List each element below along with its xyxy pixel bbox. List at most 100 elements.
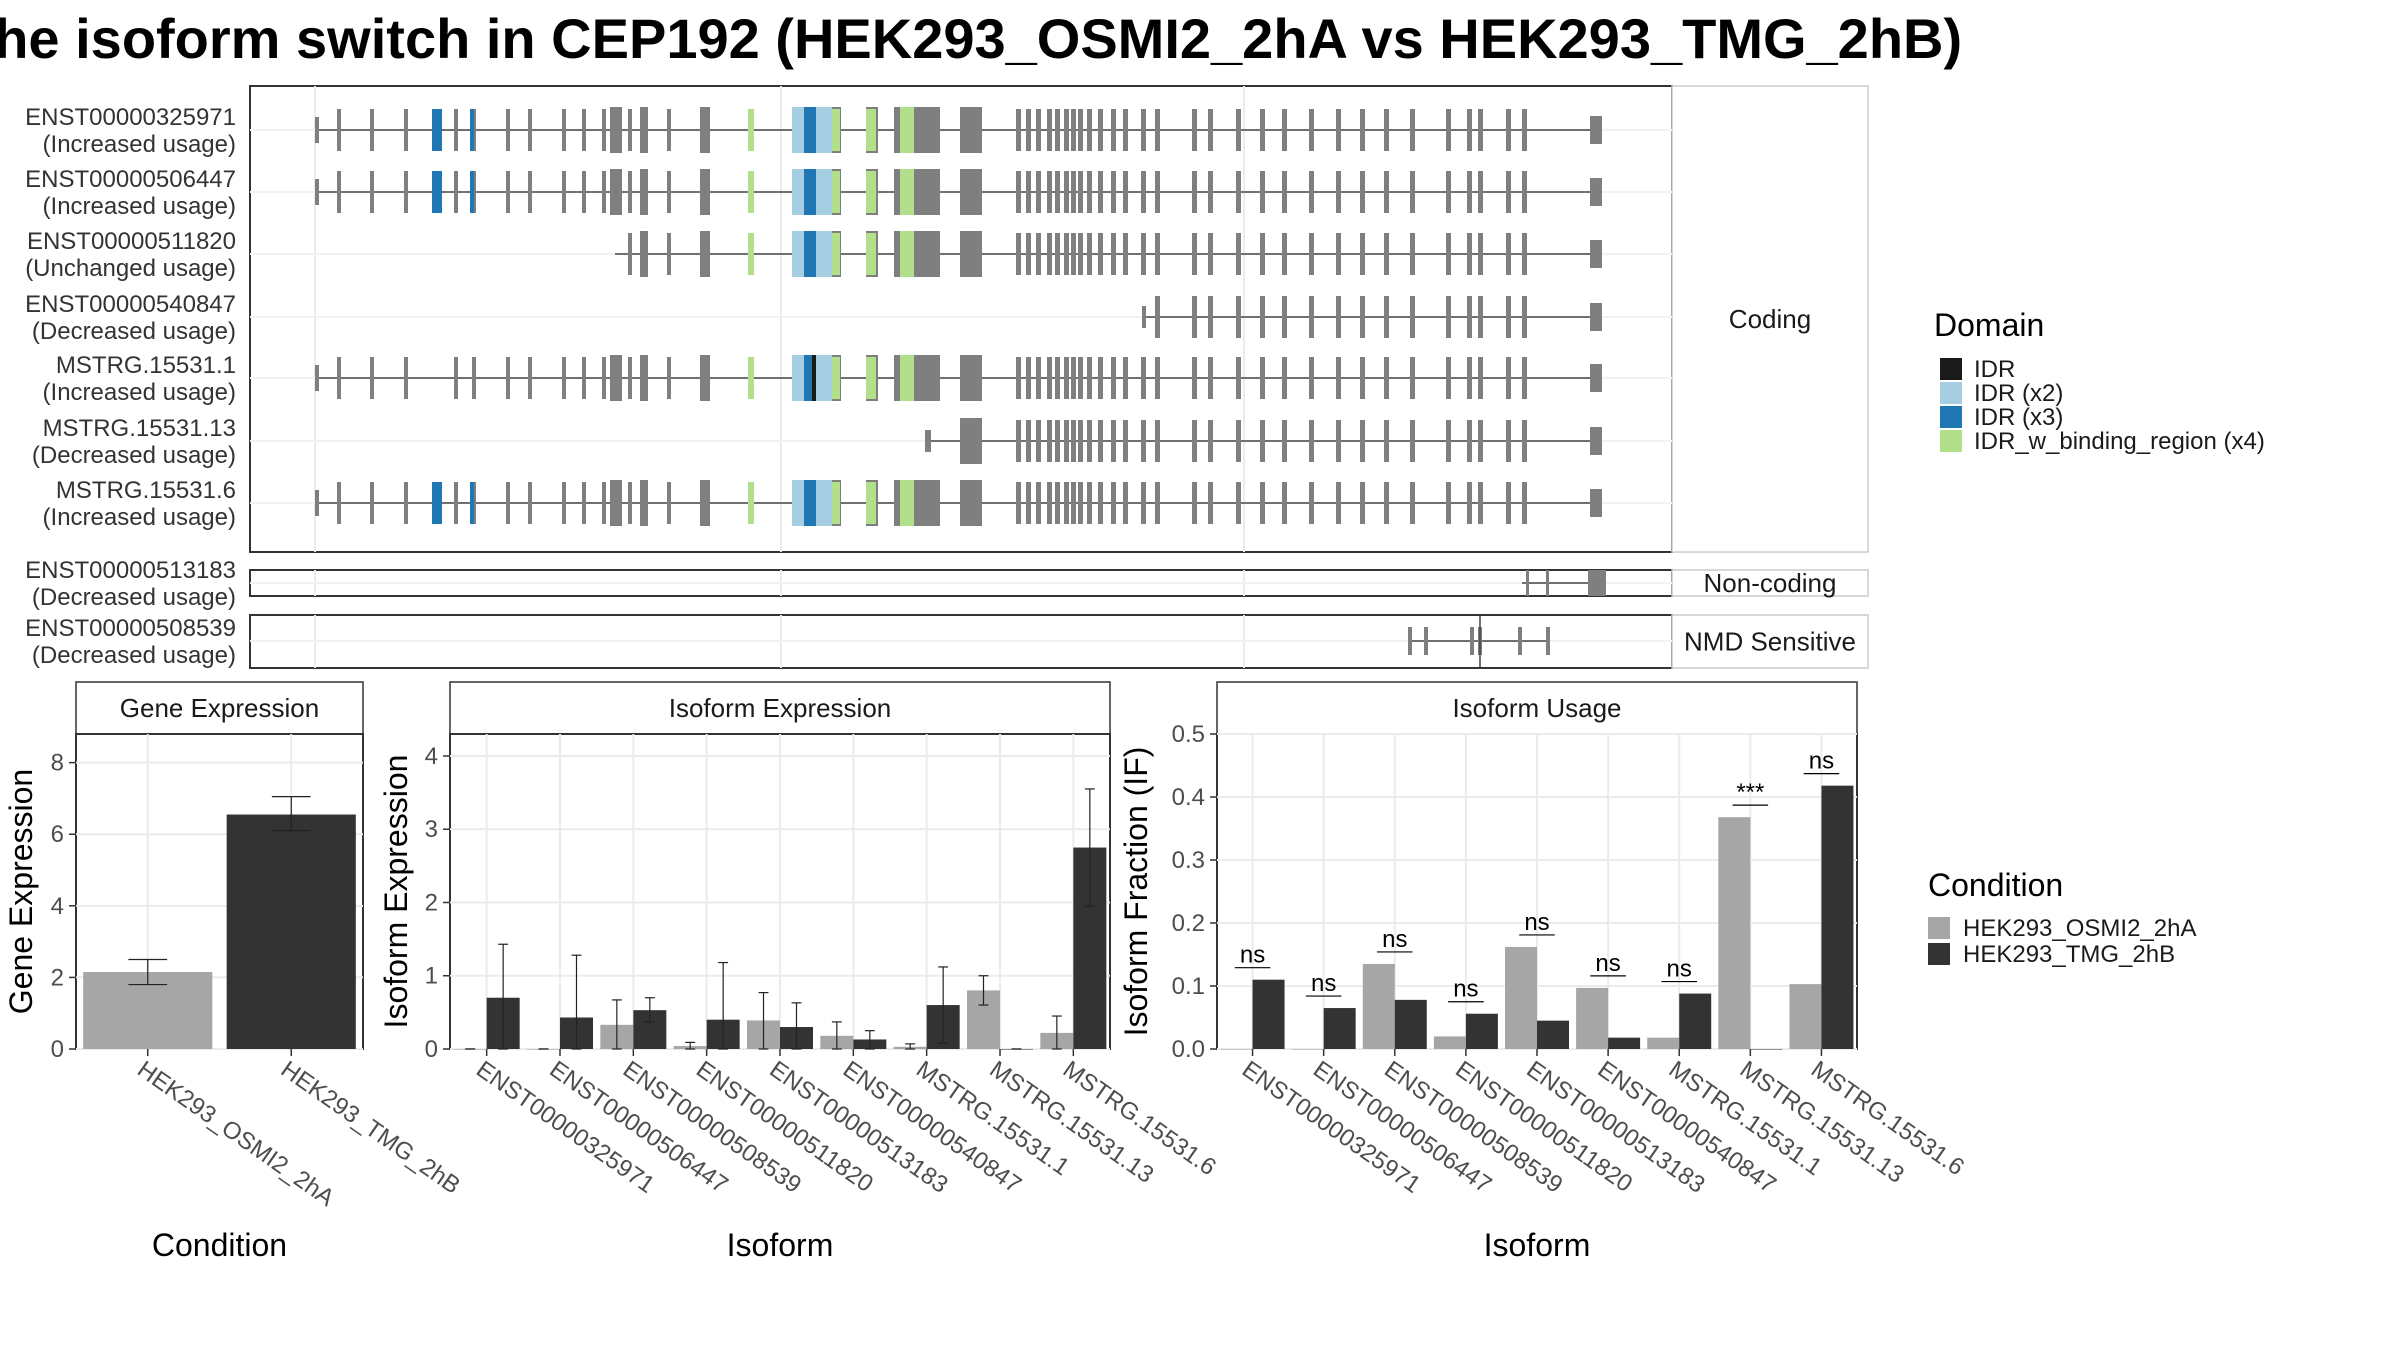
gene-expression-chart: Gene Expression02468HEK293_OSMI2_2hAHEK2… (3, 681, 465, 1263)
exon-block (1467, 109, 1472, 151)
exon-block (602, 171, 606, 213)
exon-block (832, 171, 840, 213)
exon-block (1141, 109, 1146, 151)
exon-block (1155, 357, 1160, 399)
exon-block (667, 109, 671, 151)
exon-block (562, 109, 566, 151)
exon-block (748, 109, 754, 151)
exon-block (914, 107, 940, 153)
exon-block (700, 169, 710, 215)
exon-block (1078, 420, 1083, 462)
strip-box (1671, 614, 1869, 669)
exon-block (1192, 420, 1197, 462)
exon-block (1111, 357, 1116, 399)
significance-label: ns (1240, 942, 1265, 969)
exon-block (1064, 109, 1069, 151)
exon-block (1236, 233, 1241, 275)
exon-block (404, 357, 408, 399)
exon-block (1282, 109, 1287, 151)
exon-block (1467, 482, 1472, 524)
transcript-id-label: MSTRG.15531.13 (43, 415, 236, 442)
significance-label: ns (1311, 970, 1336, 997)
exon-block (628, 482, 632, 524)
transcript-usage-label: (Increased usage) (43, 504, 236, 531)
exon-block (1260, 296, 1265, 338)
exon-block (1192, 357, 1197, 399)
chart-strip (75, 681, 364, 735)
y-tick-label: 0.3 (1172, 847, 1205, 874)
significance-label: ns (1809, 748, 1834, 775)
bar (1608, 1037, 1641, 1049)
exon-block (640, 107, 648, 153)
exon-block (667, 171, 671, 213)
exon-block (337, 482, 341, 524)
exon-block (1236, 109, 1241, 151)
exon-block (1282, 357, 1287, 399)
exon-block (1506, 420, 1511, 462)
exon-block (1236, 357, 1241, 399)
exon-block (900, 480, 914, 526)
exon-block (1260, 482, 1265, 524)
exon-block (1047, 420, 1052, 462)
exon-block (582, 171, 586, 213)
exon-block (1506, 482, 1511, 524)
exon-block (1282, 233, 1287, 275)
exon-block (700, 231, 710, 277)
exon-block (1155, 482, 1160, 524)
exon-block (1071, 357, 1076, 399)
domain-legend-label: IDR (1974, 356, 2015, 383)
x-axis-title: Isoform (727, 1227, 834, 1263)
y-axis-title: Isoform Expression (378, 755, 414, 1029)
exon-block (804, 480, 816, 526)
domain-legend-label: IDR (x3) (1974, 404, 2063, 431)
exon-block (832, 109, 840, 151)
exon-block (432, 109, 442, 151)
exon-block (1236, 420, 1241, 462)
significance-label: ns (1524, 909, 1549, 936)
exon-block (804, 231, 816, 277)
exon-block (1360, 482, 1365, 524)
exon-block (1590, 240, 1602, 268)
bar (1291, 1049, 1324, 1050)
exon-block (404, 482, 408, 524)
exon-block (1470, 627, 1474, 655)
exon-block (1336, 482, 1341, 524)
exon-block (640, 169, 648, 215)
exon-block (1410, 296, 1415, 338)
exon-block (1026, 482, 1031, 524)
strip-label: Coding (1729, 304, 1811, 334)
exon-block (832, 357, 840, 399)
exon-block (1478, 109, 1483, 151)
exon-block (1522, 171, 1527, 213)
exon-block (1071, 482, 1076, 524)
exon-block (1522, 233, 1527, 275)
exon-block (1123, 109, 1128, 151)
y-tick-label: 0.2 (1172, 910, 1205, 937)
exon-block (602, 482, 606, 524)
exon-block (1071, 171, 1076, 213)
exon-block (454, 171, 458, 213)
y-tick-label: 4 (51, 893, 64, 920)
exon-block (1446, 357, 1451, 399)
exon-block (1055, 420, 1060, 462)
condition-legend-label: HEK293_OSMI2_2hA (1963, 915, 2196, 942)
exon-block (1309, 482, 1314, 524)
exon-block (528, 357, 532, 399)
y-tick-label: 2 (51, 964, 64, 991)
exon-block (1590, 178, 1602, 206)
bar (1394, 999, 1427, 1049)
exon-block (1260, 233, 1265, 275)
exon-block (748, 171, 754, 213)
exon-block (1478, 233, 1483, 275)
exon-block (1336, 420, 1341, 462)
exon-block (700, 355, 710, 401)
strip-label: NMD Sensitive (1684, 627, 1856, 657)
exon-block (1282, 482, 1287, 524)
exon-block (1478, 482, 1483, 524)
exon-block (1208, 171, 1213, 213)
exon-block (1384, 420, 1389, 462)
exon-block (432, 171, 442, 213)
exon-block (1055, 357, 1060, 399)
exon-block (1141, 420, 1146, 462)
